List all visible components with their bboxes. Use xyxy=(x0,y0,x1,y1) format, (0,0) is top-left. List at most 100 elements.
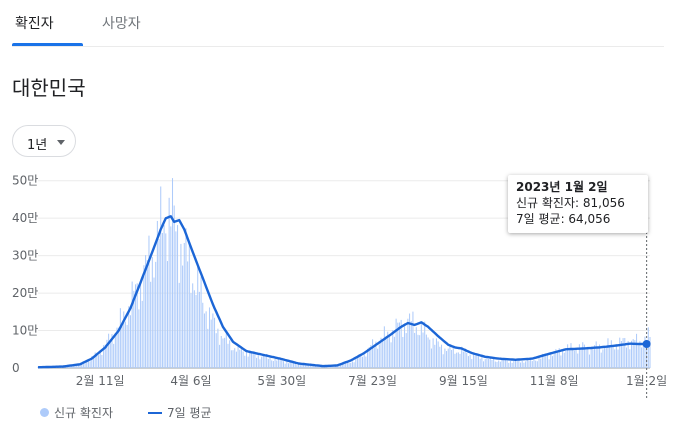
bar xyxy=(119,308,121,368)
bar xyxy=(91,356,93,368)
bar xyxy=(503,360,505,368)
bar xyxy=(193,290,195,368)
bar xyxy=(573,350,575,368)
bar xyxy=(303,363,305,368)
bar xyxy=(212,313,214,368)
average-line xyxy=(37,215,650,369)
bar xyxy=(469,354,471,368)
bar xyxy=(234,348,236,368)
bar xyxy=(602,349,604,368)
bar xyxy=(454,353,456,368)
bar xyxy=(207,328,209,368)
y-tick-label: 20만 xyxy=(12,286,38,300)
bar xyxy=(627,341,629,368)
bar xyxy=(451,349,453,368)
bar xyxy=(494,361,496,368)
bar xyxy=(289,361,291,368)
bar xyxy=(356,357,358,368)
bar xyxy=(404,323,406,368)
bar xyxy=(165,233,167,368)
bar xyxy=(150,281,152,368)
tab-deaths[interactable]: 사망자 xyxy=(102,16,141,32)
chart-tooltip: 2023년 1월 2일 신규 확진자: 81,056 7일 평균: 64,056 xyxy=(508,175,648,233)
bar xyxy=(237,343,239,368)
bar xyxy=(249,350,251,368)
bar xyxy=(269,357,271,368)
bar xyxy=(493,358,495,368)
bar xyxy=(200,276,202,368)
bar xyxy=(304,364,306,368)
bar xyxy=(543,355,545,368)
bar xyxy=(134,284,137,368)
bar xyxy=(98,355,100,368)
bar xyxy=(287,363,290,368)
bar xyxy=(81,363,83,368)
bar xyxy=(578,344,580,368)
bar xyxy=(143,265,145,368)
bar xyxy=(407,318,409,368)
x-tick-label: 9월 15일 xyxy=(439,374,488,388)
bar xyxy=(402,336,404,368)
bar xyxy=(158,239,160,368)
bar xyxy=(286,361,288,368)
bar xyxy=(367,348,369,368)
bar xyxy=(224,337,226,368)
tooltip-date: 2023년 1월 2일 xyxy=(516,180,608,194)
bar xyxy=(383,326,385,368)
bar xyxy=(99,350,101,368)
bar xyxy=(488,358,490,368)
tab-bar: 확진자 사망자 xyxy=(12,0,664,47)
bar xyxy=(563,352,565,368)
bar xyxy=(245,352,248,368)
bar xyxy=(415,327,417,368)
bar xyxy=(476,354,478,368)
bar xyxy=(82,361,84,368)
bar xyxy=(593,345,596,368)
bar xyxy=(79,363,81,368)
bar xyxy=(560,355,562,368)
tooltip-average: 7일 평균: 64,056 xyxy=(516,212,611,226)
bar xyxy=(414,332,416,368)
chart-gridlines xyxy=(38,180,650,369)
bar xyxy=(311,365,313,368)
bar xyxy=(185,228,187,368)
bar xyxy=(630,340,633,368)
bar xyxy=(501,358,503,368)
bar xyxy=(104,344,106,368)
bar xyxy=(156,220,158,368)
bar xyxy=(214,317,216,368)
bar xyxy=(481,357,483,368)
bar xyxy=(316,365,318,368)
bar xyxy=(562,351,564,368)
bar xyxy=(197,266,199,368)
bar xyxy=(148,235,150,368)
bar xyxy=(252,352,254,368)
bar xyxy=(555,349,557,368)
bar xyxy=(636,333,638,368)
bar xyxy=(440,344,443,368)
bar xyxy=(306,363,308,368)
bar xyxy=(520,362,522,368)
tab-cases[interactable]: 확진자 xyxy=(15,16,54,32)
bar xyxy=(620,341,622,368)
bar xyxy=(429,339,431,368)
bar xyxy=(340,365,342,368)
bar xyxy=(264,356,266,368)
bar xyxy=(385,336,387,368)
active-tab-indicator xyxy=(12,43,83,46)
bar xyxy=(513,360,515,368)
bar xyxy=(558,348,560,368)
bar xyxy=(227,343,229,368)
y-axis-labels: 0 10만 20만 30만 40만 50만 xyxy=(12,174,38,375)
bar xyxy=(425,334,427,368)
bar xyxy=(178,282,180,368)
x-axis-labels: 2월 11일 4월 6일 5월 30일 7월 23일 9월 15일 11월 8일 1월 2일 xyxy=(76,374,667,388)
time-range-dropdown[interactable]: 1년 xyxy=(12,125,76,157)
bar xyxy=(551,356,554,368)
bar xyxy=(457,352,459,368)
bar xyxy=(378,344,380,368)
bar xyxy=(595,341,597,368)
bar xyxy=(405,333,407,368)
bar xyxy=(69,365,71,368)
bar xyxy=(177,225,179,368)
